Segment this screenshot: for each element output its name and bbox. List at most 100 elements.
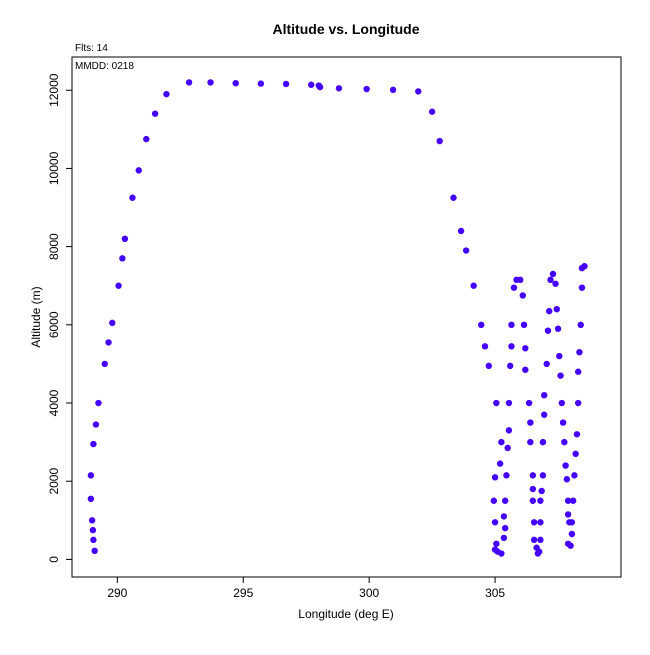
x-tick-label: 295	[233, 586, 253, 600]
data-point	[525, 399, 533, 407]
x-axis-label: Longitude (deg E)	[298, 607, 393, 621]
x-tick-label: 290	[107, 586, 127, 600]
data-point	[109, 319, 116, 327]
data-point	[490, 497, 498, 504]
data-point	[519, 292, 526, 299]
data-point	[544, 327, 552, 334]
data-point	[540, 411, 548, 418]
x-tick-label: 305	[485, 586, 505, 600]
data-point	[500, 513, 508, 520]
data-point	[559, 419, 567, 426]
data-point	[88, 517, 96, 524]
data-point	[508, 321, 515, 329]
data-point	[105, 339, 112, 346]
data-point	[478, 321, 485, 329]
data-point	[527, 438, 534, 446]
data-point	[562, 462, 569, 469]
data-point	[529, 472, 537, 479]
y-tick-label: 12000	[47, 73, 61, 107]
data-points	[87, 79, 588, 557]
data-point	[505, 399, 513, 407]
data-point	[491, 519, 499, 526]
data-point	[95, 399, 102, 407]
data-point	[436, 137, 443, 145]
data-point	[498, 550, 505, 557]
data-point	[564, 511, 572, 518]
data-point	[574, 399, 582, 407]
data-point	[501, 524, 509, 532]
data-point	[539, 438, 547, 446]
data-point	[457, 227, 465, 235]
data-point	[207, 79, 214, 86]
data-point	[505, 427, 513, 434]
data-point	[537, 519, 544, 526]
data-point	[501, 497, 509, 504]
data-point	[578, 284, 586, 291]
data-point	[462, 247, 470, 254]
data-point	[491, 474, 499, 481]
data-point	[92, 421, 100, 428]
data-point	[115, 282, 122, 289]
data-point	[508, 343, 515, 350]
data-point	[567, 542, 574, 549]
data-point	[581, 262, 588, 270]
data-point	[563, 476, 571, 483]
x-tick-label: 300	[359, 586, 379, 600]
data-point	[510, 284, 518, 291]
data-point	[537, 497, 544, 504]
data-point	[557, 372, 564, 379]
data-point	[498, 438, 505, 446]
y-tick-label: 6000	[47, 311, 61, 338]
data-point	[129, 194, 136, 201]
data-point	[470, 282, 477, 289]
data-point	[546, 307, 553, 315]
data-point	[481, 343, 489, 350]
data-point	[547, 276, 554, 284]
y-tick-label: 0	[47, 556, 61, 563]
data-point	[540, 391, 548, 399]
data-point	[522, 366, 529, 373]
data-point	[520, 321, 528, 329]
data-point	[503, 472, 510, 479]
data-point	[493, 399, 500, 407]
y-tick-label: 8000	[47, 233, 61, 260]
data-point	[552, 280, 559, 287]
data-point	[143, 135, 150, 143]
data-point	[90, 536, 97, 544]
y-axis: 0 2000 4000 6000 8000 10000 12000	[47, 73, 72, 563]
data-point	[428, 108, 436, 115]
data-point	[529, 485, 537, 493]
data-point	[496, 460, 504, 467]
data-point	[569, 497, 577, 504]
data-point	[257, 80, 265, 87]
data-point	[87, 495, 95, 503]
data-point	[363, 85, 370, 93]
data-point	[527, 419, 534, 426]
data-point	[450, 194, 457, 201]
data-point	[119, 255, 126, 262]
data-point	[389, 86, 397, 94]
data-point	[517, 276, 524, 284]
data-point	[561, 438, 568, 446]
data-point	[577, 321, 584, 329]
y-axis-label: Altitude (m)	[29, 286, 43, 347]
annotation-flights: Flts: 14	[75, 43, 108, 54]
data-point	[485, 362, 492, 370]
data-point	[415, 88, 422, 95]
data-point	[232, 79, 239, 87]
data-point	[530, 519, 538, 526]
data-point	[335, 85, 343, 92]
data-point	[316, 83, 324, 91]
data-point	[308, 81, 315, 88]
data-point	[282, 80, 290, 88]
data-point	[530, 536, 538, 544]
data-point	[163, 90, 170, 98]
data-point	[568, 530, 576, 538]
data-point	[500, 534, 508, 542]
data-point	[90, 440, 97, 448]
plot-area-frame	[71, 56, 622, 578]
data-point	[558, 399, 566, 407]
